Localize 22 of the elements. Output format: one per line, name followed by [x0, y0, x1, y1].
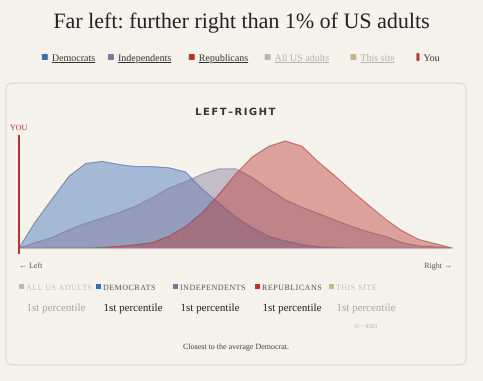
legend-label: You: [423, 53, 440, 64]
legend-label: This site: [360, 53, 396, 64]
legend-label: All US adults: [274, 53, 330, 64]
legend-label: Democrats: [52, 53, 96, 64]
text: Closest to the average Democrat.: [183, 342, 289, 351]
text: 1st percentile: [180, 302, 240, 314]
text: Right →: [424, 261, 452, 270]
legend-label: Republicans: [198, 53, 248, 64]
text: ALL US ADULTS: [26, 283, 92, 292]
legend-label: Independents: [118, 53, 172, 64]
text: DEMOCRATS: [103, 283, 156, 292]
chart-title: Far left: further right than 1% of US adults: [53, 8, 430, 33]
text: REPUBLICANS: [262, 283, 322, 292]
text: ← Left: [19, 261, 44, 270]
text: 1st percentile: [26, 302, 86, 314]
text: 1st percentile: [336, 302, 396, 314]
text: YOU: [10, 123, 28, 132]
text: THIS SITE: [336, 283, 378, 292]
chart-subtitle: LEFT–RIGHT: [195, 107, 277, 118]
text: 1st percentile: [104, 302, 163, 314]
text: INDEPENDENTS: [180, 283, 246, 292]
text: 1st percentile: [262, 302, 322, 314]
